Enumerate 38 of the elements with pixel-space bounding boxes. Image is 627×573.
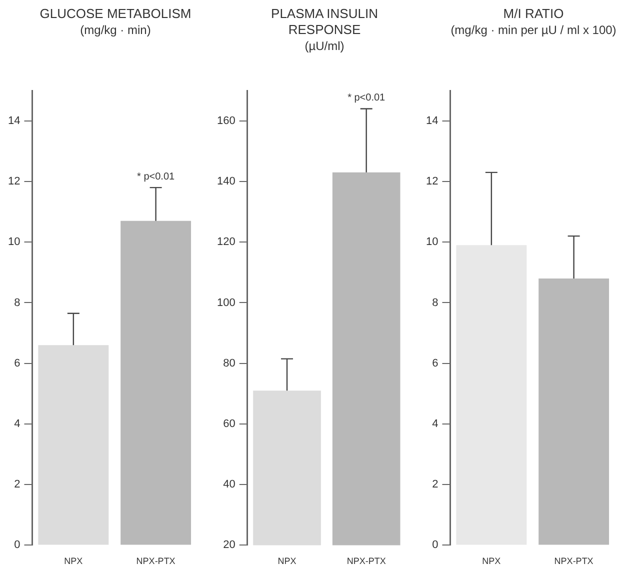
y-tick-label: 2: [14, 478, 20, 491]
y-tick-label: 2: [432, 478, 438, 491]
y-tick-label: 12: [8, 176, 20, 188]
y-tick-label: 10: [8, 236, 20, 248]
y-tick-label: 8: [14, 296, 20, 309]
y-tick-label: 0: [14, 539, 20, 552]
y-tick-label: 6: [14, 357, 20, 370]
chart-title: GLUCOSE METABOLISM: [38, 6, 192, 22]
x-tick-label: NPX-PTX: [554, 556, 594, 566]
y-tick-label: 14: [426, 114, 438, 127]
y-tick-label: 100: [216, 296, 236, 309]
y-tick-label: 0: [432, 539, 438, 552]
y-tick-label: 12: [426, 176, 438, 188]
chart-subtitle: (µU/ml): [304, 38, 346, 54]
y-tick-label: 160: [216, 114, 236, 127]
x-tick-label: NPX-PTX: [346, 556, 386, 566]
chart-subtitle: (mg/kg · min per µU / ml x 100): [450, 22, 618, 38]
x-tick-label: NPX: [482, 556, 501, 566]
x-tick-label: NPX: [278, 556, 296, 566]
y-tick-label: 120: [216, 236, 236, 248]
annotation: * p<0.01: [137, 171, 176, 182]
y-tick-label: 140: [216, 176, 236, 188]
annotation: * p<0.01: [348, 92, 386, 104]
y-tick-label: 40: [223, 478, 236, 491]
x-tick-label: NPX: [64, 556, 83, 566]
chart-title: PLASMA INSULIN RESPONSE: [270, 6, 379, 38]
y-tick-label: 80: [223, 357, 236, 370]
y-tick-label: 60: [223, 418, 236, 430]
y-tick-label: 20: [223, 539, 236, 552]
chart-title: M/I RATIO: [502, 6, 565, 22]
y-tick-label: 4: [432, 418, 438, 430]
chart-subtitle: (mg/kg · min): [79, 22, 152, 38]
y-tick-label: 4: [14, 418, 20, 430]
x-tick-label: NPX-PTX: [136, 556, 176, 566]
y-tick-label: 8: [432, 296, 438, 309]
y-tick-label: 10: [426, 236, 438, 248]
y-tick-label: 6: [432, 357, 438, 370]
y-tick-label: 14: [8, 114, 20, 127]
